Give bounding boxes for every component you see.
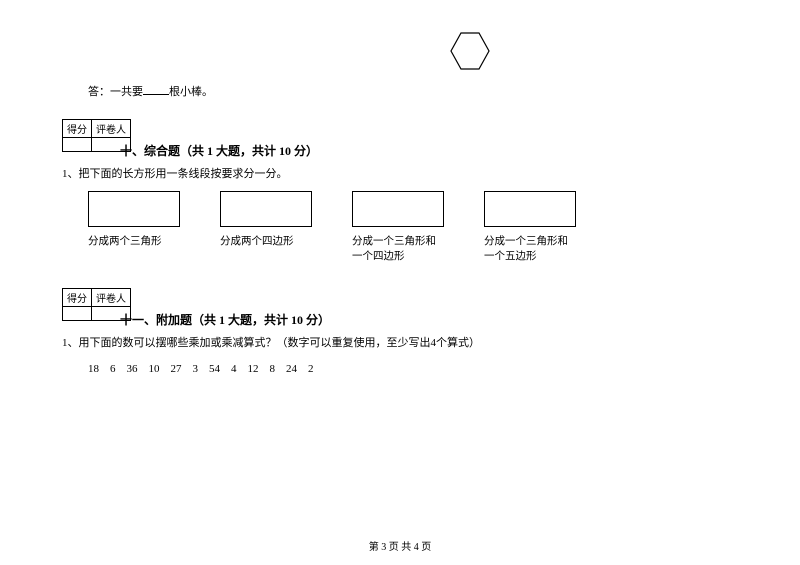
page-content: 答：一共要 根小棒。 得分 评卷人 十、综合题（共 1 大题，共计 10 分） 1… bbox=[0, 0, 800, 376]
caption-3: 分成一个三角形和一个四边形 bbox=[352, 235, 444, 264]
rect-box[interactable] bbox=[484, 191, 576, 227]
rect-box[interactable] bbox=[352, 191, 444, 227]
score-col-pingjuan: 评卷人 bbox=[92, 120, 131, 138]
page-footer: 第 3 页 共 4 页 bbox=[0, 538, 800, 553]
caption-1: 分成两个三角形 bbox=[88, 235, 180, 264]
hexagon-figure bbox=[200, 30, 740, 75]
caption-4: 分成一个三角形和一个五边形 bbox=[484, 235, 576, 264]
rect-box[interactable] bbox=[88, 191, 180, 227]
score-col-defen: 得分 bbox=[63, 120, 92, 138]
answer-prefix: 答：一共要 bbox=[88, 86, 143, 98]
rect-row bbox=[88, 191, 740, 227]
section-11-q1: 1、用下面的数可以摆哪些乘加或乘减算式？（数字可以重复使用，至少写出4个算式） bbox=[62, 334, 740, 350]
section-10-title: 十、综合题（共 1 大题，共计 10 分） bbox=[120, 142, 740, 159]
blank-field[interactable] bbox=[143, 84, 169, 95]
answer-line: 答：一共要 根小棒。 bbox=[88, 83, 740, 99]
hexagon-icon bbox=[447, 30, 493, 72]
caption-2: 分成两个四边形 bbox=[220, 235, 312, 264]
rect-box[interactable] bbox=[220, 191, 312, 227]
score-cell-empty[interactable] bbox=[63, 307, 92, 321]
section-10-q1: 1、把下面的长方形用一条线段按要求分一分。 bbox=[62, 165, 740, 181]
score-cell-empty[interactable] bbox=[63, 138, 92, 152]
score-col-defen: 得分 bbox=[63, 289, 92, 307]
score-col-pingjuan: 评卷人 bbox=[92, 289, 131, 307]
caption-row: 分成两个三角形 分成两个四边形 分成一个三角形和一个四边形 分成一个三角形和一个… bbox=[88, 235, 740, 264]
number-row: 18 6 36 10 27 3 54 4 12 8 24 2 bbox=[88, 360, 740, 376]
section-11-title: 十一、附加题（共 1 大题，共计 10 分） bbox=[120, 311, 740, 328]
answer-suffix: 根小棒。 bbox=[169, 86, 213, 98]
